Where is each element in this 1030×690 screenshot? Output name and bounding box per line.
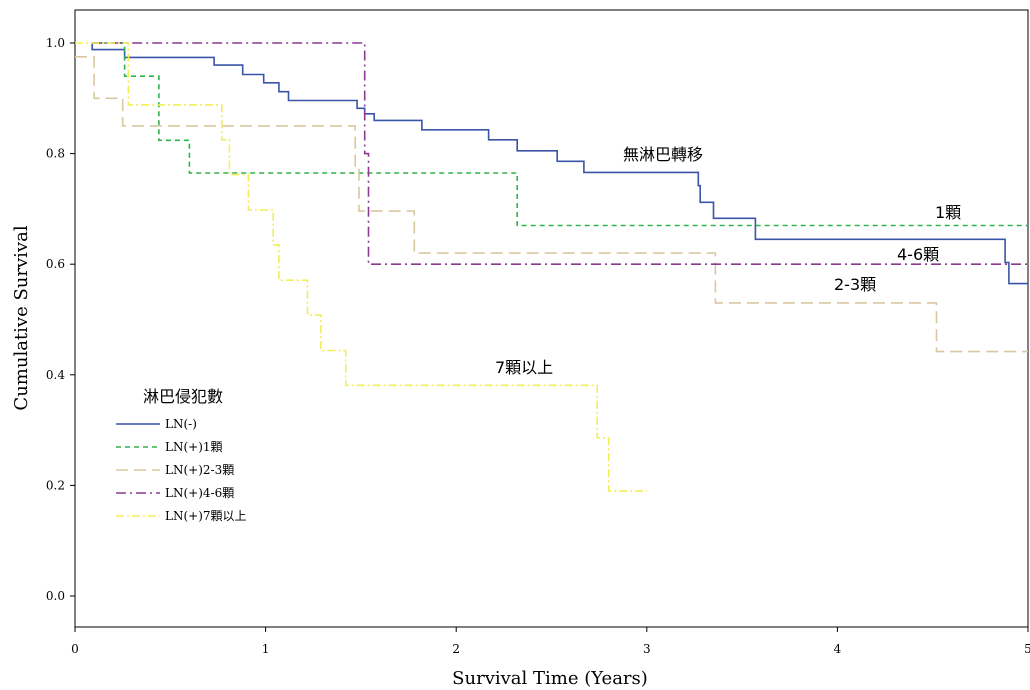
legend-label-0: LN(-) [165, 417, 197, 431]
x-tick-label: 2 [452, 642, 460, 656]
annotation-2-3: 2-3顆 [834, 275, 876, 294]
y-tick-label: 0.8 [46, 147, 65, 161]
y-tick-label: 1.0 [46, 36, 65, 50]
legend-label-3: LN(+)4-6顆 [165, 486, 234, 500]
series-line-2 [75, 56, 1028, 353]
plot-area [74, 9, 1029, 628]
y-tick-label: 0.2 [46, 478, 65, 492]
series-layer [75, 42, 1028, 492]
y-axis: 0.0 0.2 0.4 0.6 0.8 1.0 [46, 36, 75, 603]
plot-frame [74, 9, 1029, 628]
series-line-3 [92, 42, 1028, 265]
series-line-4 [75, 42, 647, 492]
legend: 淋巴侵犯數 LN(-) LN(+)1顆 LN(+)2-3顆 LN(+)4-6顆 LN(+… [116, 387, 247, 523]
y-axis-title: Cumulative Survival [11, 225, 32, 410]
x-axis-title: Survival Time (Years) [452, 668, 648, 689]
annotation-7-plus: 7顆以上 [495, 358, 553, 377]
y-tick-label: 0.6 [46, 257, 65, 271]
annotation-no-metastasis: 無淋巴轉移 [623, 145, 703, 164]
annotation-4-6: 4-6顆 [897, 245, 939, 264]
x-tick-label: 4 [834, 642, 842, 656]
legend-label-4: LN(+)7顆以上 [165, 509, 247, 523]
series-line-1 [92, 42, 1028, 227]
x-tick-label: 1 [262, 642, 270, 656]
x-tick-label: 3 [643, 642, 651, 656]
annotation-1: 1顆 [935, 203, 961, 222]
x-axis: 0 1 2 3 4 5 [71, 627, 1030, 656]
series-line-0 [91, 43, 1028, 285]
y-tick-label: 0.0 [46, 589, 65, 603]
y-tick-label: 0.4 [46, 368, 65, 382]
x-tick-label: 0 [71, 642, 79, 656]
legend-label-1: LN(+)1顆 [165, 440, 223, 454]
x-tick-label: 5 [1024, 642, 1030, 656]
legend-label-2: LN(+)2-3顆 [165, 463, 234, 477]
legend-title: 淋巴侵犯數 [143, 387, 223, 406]
